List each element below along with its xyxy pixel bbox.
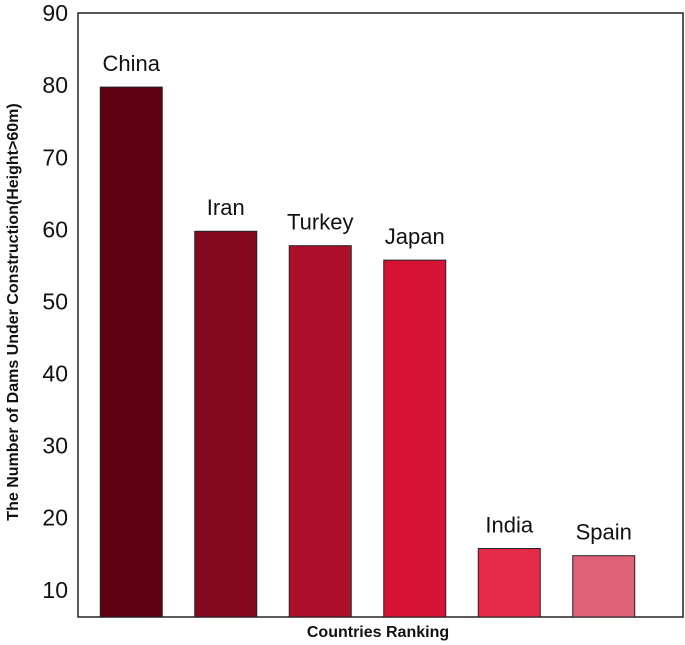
x-axis-title: Countries Ranking (307, 624, 449, 641)
bar-category-label: Japan (385, 224, 445, 249)
plot-frame (77, 12, 684, 618)
bar-category-label: Iran (207, 195, 245, 220)
y-tick-label: 70 (42, 144, 68, 170)
bar-category-label: India (485, 512, 533, 537)
y-tick-label: 30 (42, 433, 68, 459)
bar (194, 230, 258, 618)
bar-category-label: China (103, 51, 161, 76)
bar-category-label: Spain (576, 520, 632, 545)
bar (288, 245, 352, 618)
y-tick-label: 80 (42, 72, 68, 98)
bar (572, 555, 636, 618)
bar (477, 548, 541, 618)
bar (99, 86, 163, 618)
y-tick-label: 90 (42, 0, 68, 26)
y-tick-label: 20 (42, 505, 68, 531)
bar (383, 259, 447, 618)
y-tick-label: 10 (42, 577, 68, 603)
y-tick-label: 50 (42, 288, 68, 314)
bar-category-label: Turkey (287, 210, 353, 235)
y-tick-label: 40 (42, 361, 68, 387)
y-axis-title: The Number of Dams Under Construction(He… (5, 103, 22, 520)
y-tick-label: 60 (42, 216, 68, 242)
